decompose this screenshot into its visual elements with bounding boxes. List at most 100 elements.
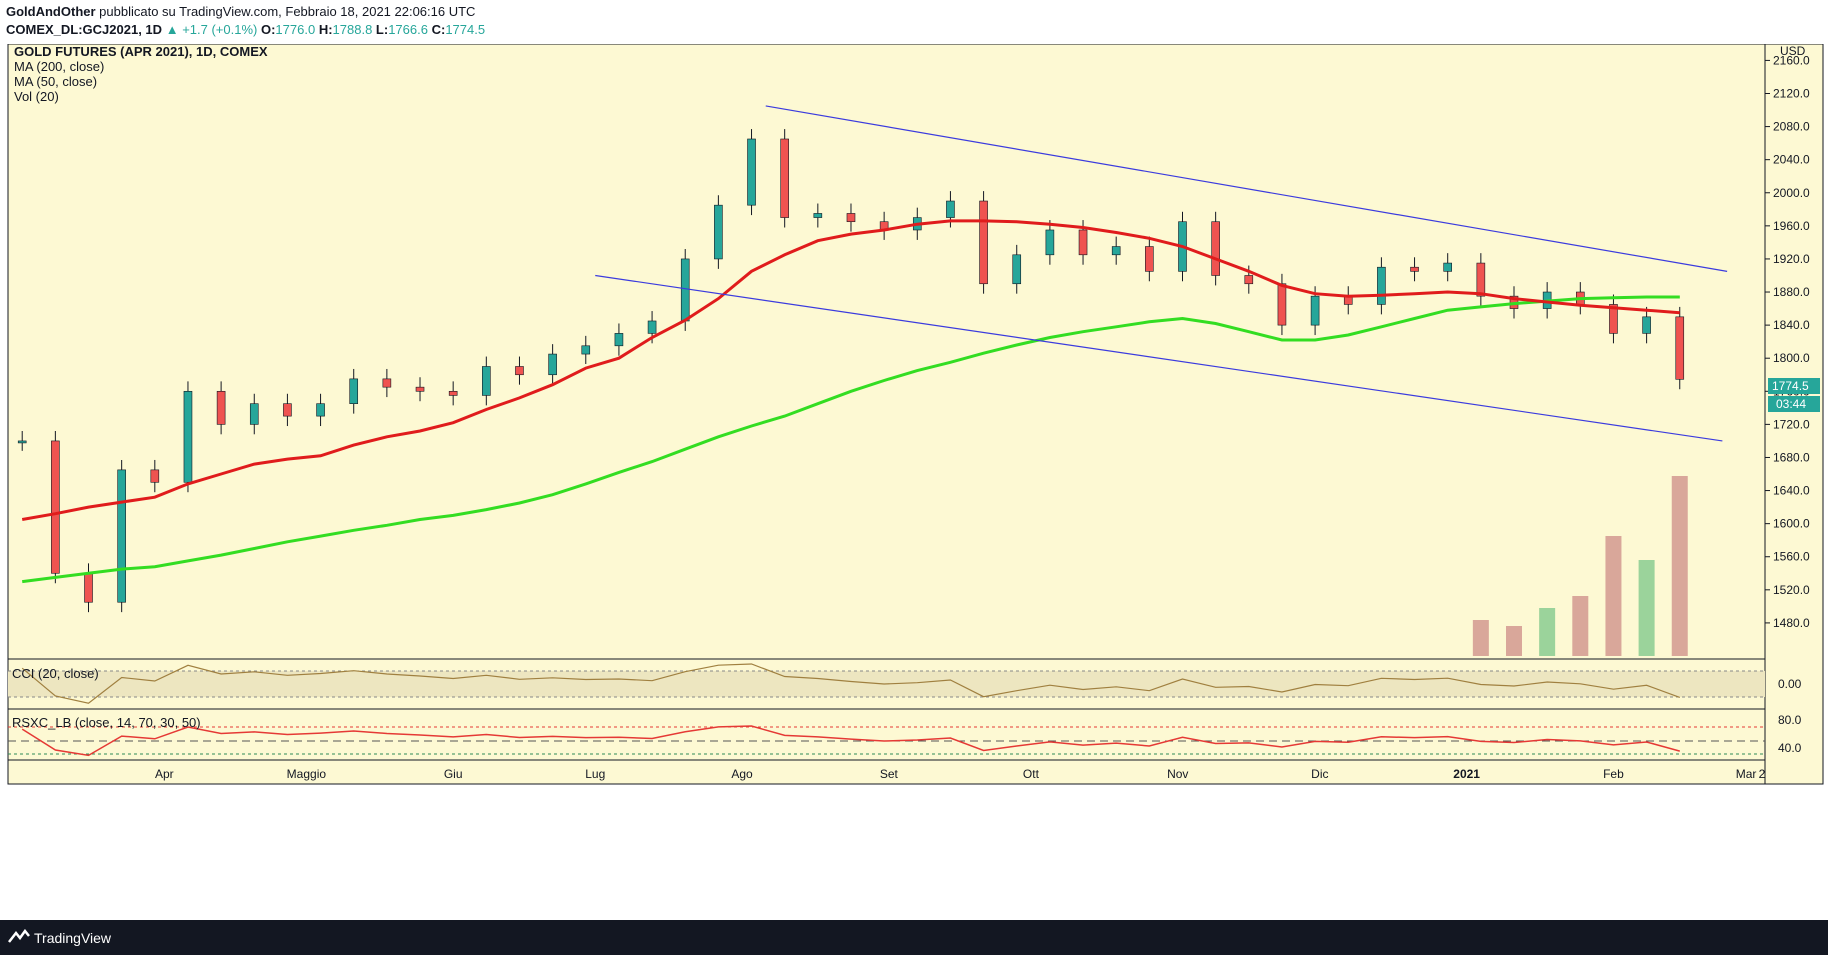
currency-label: USD [1780,44,1806,58]
rsx-pane[interactable] [7,708,1766,761]
candle-body-4 [150,469,160,483]
low-value: 1766.6 [388,22,428,37]
time-tick-label-4: Ago [731,767,753,781]
rsx-tick-80: 80.0 [1778,713,1802,727]
publish-line: GoldAndOther pubblicato su TradingView.c… [6,4,475,19]
high-value: 1788.8 [332,22,373,37]
time-tick-label-5: Set [880,767,899,781]
publish-header: GoldAndOther pubblicato su TradingView.c… [0,0,1828,44]
price-tick-label-7: 1880.0 [1773,285,1810,299]
candle-body-13 [448,390,458,396]
legend-ma200: MA (200, close) [14,59,104,74]
time-tick-label-12: 2 [1759,767,1766,781]
candle-body-17 [581,345,591,355]
time-tick-label-11: Mar [1736,767,1757,781]
price-tick-label-1: 2120.0 [1773,86,1810,100]
time-axis[interactable] [7,759,1766,785]
countdown-tag [1768,396,1820,412]
volume-bar-48 [1605,536,1622,656]
price-tick-label-4: 2000.0 [1773,186,1810,200]
candle-body-49 [1642,316,1651,334]
publish-info: pubblicato su TradingView.com, Febbraio … [99,4,476,19]
candle-body-43 [1443,262,1452,272]
candle-body-9 [316,403,325,417]
ma200-line [22,295,1680,584]
candle-body-19 [647,320,657,334]
volume-bars [1472,476,1688,656]
legend-vol: Vol (20) [14,89,59,104]
open-label: O: [260,22,276,37]
candle-body-39 [1310,295,1320,326]
ma50-line [21,219,1680,521]
candle-body-32 [1078,229,1088,256]
tradingview-brand[interactable]: TradingView [34,930,112,946]
time-tick-label-3: Lug [585,767,605,781]
candle-body-8 [283,403,292,417]
candle-body-3 [117,469,126,603]
close-label: C: [431,22,446,37]
main-pane[interactable] [7,44,1766,660]
time-tick-label-2: Giu [444,767,463,781]
countdown-value: 03:44 [1776,397,1806,411]
candle-body-18 [614,333,624,347]
price-tick-label-2: 2080.0 [1773,120,1810,134]
candle-body-12 [415,386,425,392]
price-tick-label-3: 2040.0 [1773,153,1810,167]
legend-cci: CCI (20, close) [12,666,99,681]
price-tick-label-8: 1840.0 [1773,318,1810,332]
channel-upper-line[interactable] [765,105,1728,272]
high-label: H: [318,22,333,37]
price-tick-label-11: 1720.0 [1773,417,1810,431]
candle-body-50 [1675,316,1685,380]
author-name[interactable]: GoldAndOther [6,4,96,19]
candle-body-28 [946,200,955,218]
price-tick-label-16: 1520.0 [1773,583,1810,597]
triangle-up-icon: ▲ [165,22,179,37]
rsx-tick-40: 40.0 [1778,741,1802,755]
candle-body-42 [1410,266,1419,272]
candle-body-20 [680,258,690,322]
price-axis[interactable] [1764,44,1824,785]
legend-rsx: RSXC_LB (close, 14, 70, 30, 50) [12,715,201,730]
time-tick-label-6: Ott [1023,767,1040,781]
candle-body-48 [1609,304,1618,334]
price-tick-label-6: 1920.0 [1773,252,1810,266]
last-price-tag [1768,378,1820,394]
candle-body-37 [1244,275,1254,285]
candle-body-31 [1045,229,1055,256]
price-tick-label-5: 1960.0 [1773,219,1810,233]
price-tick-label-9: 1800.0 [1773,351,1810,365]
time-tick-label-10: Feb [1603,767,1624,781]
volume-bar-45 [1506,626,1522,656]
channel-lower-line[interactable] [595,274,1723,442]
volume-bar-46 [1539,608,1556,656]
candle-body-22 [747,138,756,206]
time-tick-label-9: 2021 [1453,767,1480,781]
price-tick-label-0: 2160.0 [1773,53,1810,67]
candle-body-30 [1012,254,1022,285]
ohlc-line: COMEX_DL:GCJ2021, 1D ▲ +1.7 (+0.1%) O:17… [6,22,485,37]
candle-body-1 [51,440,60,574]
candle-body-7 [249,403,259,425]
change-value: +1.7 (+0.1%) [182,22,258,37]
candle-body-5 [183,390,193,483]
footer-bar: TradingView [0,920,1828,955]
candle-body-16 [548,353,557,376]
price-chart[interactable]: USD 2160.0 2120.0 2080.0 2040.0 2000.0 1960.0… [0,44,1828,920]
candle-body-34 [1145,246,1154,272]
open-value: 1776.0 [275,22,316,37]
candle-body-2 [84,572,93,603]
candle-body-6 [216,390,226,425]
tradingview-logo-icon [8,929,30,943]
rsx-line [21,725,1680,757]
time-tick-label-8: Dic [1311,767,1328,781]
candle-body-41 [1377,266,1386,305]
candle-body-21 [714,204,723,260]
volume-bar-47 [1572,596,1589,656]
candle-body-25 [846,213,856,223]
time-tick-label-1: Maggio [287,767,327,781]
legend-ma50: MA (50, close) [14,74,97,89]
candle-body-10 [349,378,359,405]
price-tick-label-12: 1680.0 [1773,450,1810,464]
candle-body-38 [1277,283,1287,326]
